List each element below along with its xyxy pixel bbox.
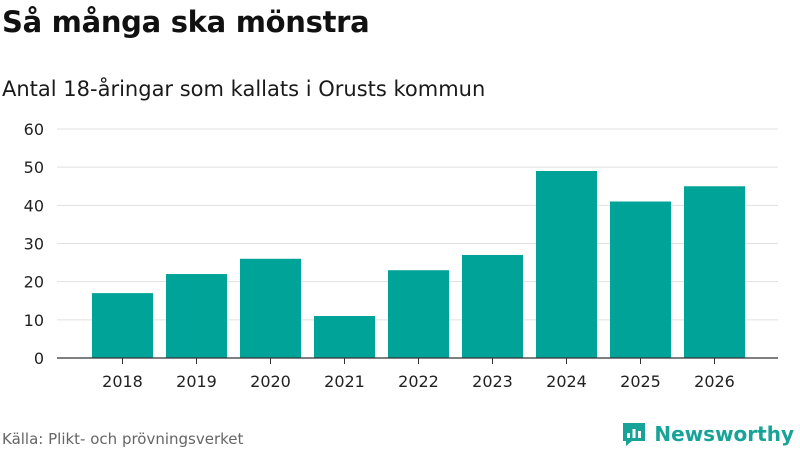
x-tick-label: 2024: [546, 372, 587, 391]
bar-2023: [462, 254, 523, 358]
bar-2026: [684, 186, 745, 358]
x-tick-label: 2018: [102, 372, 143, 391]
brand-name: Newsworthy: [654, 422, 794, 446]
bar-2019: [166, 274, 227, 358]
x-tick-label: 2019: [176, 372, 217, 391]
x-tick-label: 2023: [472, 372, 513, 391]
bar-2021: [314, 316, 375, 358]
chart-subtitle: Antal 18-åringar som kallats i Orusts ko…: [2, 77, 486, 101]
brand-logo: Newsworthy: [620, 419, 794, 449]
x-tick-label: 2025: [620, 372, 661, 391]
bar-2024: [536, 170, 597, 358]
x-tick-label: 2026: [694, 372, 735, 391]
y-tick-label: 40: [24, 196, 44, 215]
x-axis-ticks: 2018 2019 2020 2021 2022 2023 2024 2025 2026: [102, 358, 735, 391]
x-tick-label: 2021: [324, 372, 365, 391]
x-tick-label: 2022: [398, 372, 439, 391]
bar-2022: [388, 270, 449, 358]
y-axis-ticks: 0 10 20 30 40 50 60: [24, 120, 44, 368]
y-tick-label: 10: [24, 311, 44, 330]
chart-title: Så många ska mönstra: [2, 5, 370, 39]
y-tick-label: 60: [24, 120, 44, 139]
bars: [92, 170, 745, 358]
bar-2020: [240, 258, 301, 358]
y-tick-label: 20: [24, 273, 44, 292]
y-tick-label: 50: [24, 158, 44, 177]
bar-2025: [610, 201, 671, 358]
newsworthy-logo-icon: [623, 423, 646, 446]
source-note: Källa: Plikt- och prövningsverket: [2, 430, 244, 448]
bar-2018: [92, 293, 153, 358]
y-tick-label: 30: [24, 235, 44, 254]
y-tick-label: 0: [34, 349, 44, 368]
x-tick-label: 2020: [250, 372, 291, 391]
